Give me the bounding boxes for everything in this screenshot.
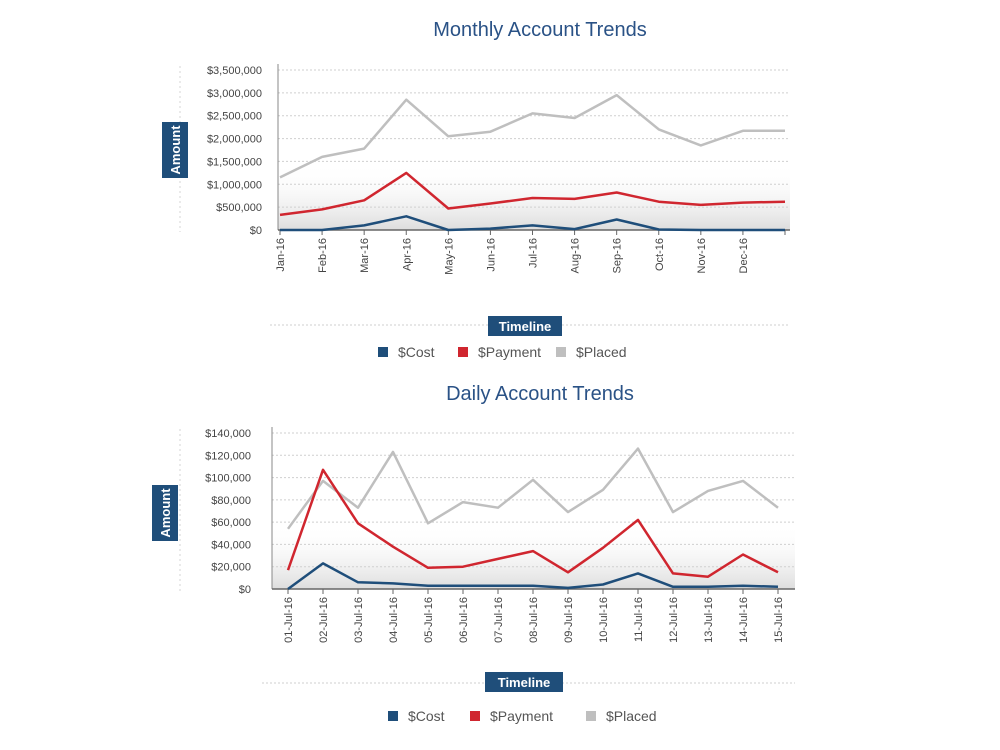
series-line-cost bbox=[287, 562, 779, 591]
x-tick-label: 14-Jul-16 bbox=[738, 597, 750, 643]
daily-trends-chart: Daily Account Trends $0 $20,000 $40,000 $60,… bbox=[152, 383, 795, 724]
y-tick-label: $3,500,000 bbox=[207, 65, 262, 77]
x-tick-label: Mar-16 bbox=[359, 238, 371, 273]
x-tick-label: 13-Jul-16 bbox=[703, 597, 715, 643]
legend-swatch bbox=[378, 347, 388, 357]
y-tick-label: $100,000 bbox=[205, 473, 251, 485]
chart-title: Monthly Account Trends bbox=[433, 19, 646, 41]
y-axis-label-badge bbox=[152, 485, 178, 541]
y-tick-label: $60,000 bbox=[211, 517, 251, 529]
plot-shade bbox=[272, 523, 795, 589]
x-tick-label: 04-Jul-16 bbox=[388, 597, 400, 643]
x-tick-label: 07-Jul-16 bbox=[493, 597, 505, 643]
y-axis-label-badge bbox=[162, 122, 188, 178]
x-tick-label: Sep-16 bbox=[612, 238, 624, 273]
y-tick-label: $2,000,000 bbox=[207, 134, 262, 146]
x-axis-label: Timeline bbox=[499, 319, 552, 334]
legend-label: $Cost bbox=[408, 708, 445, 724]
y-tick-label: $1,000,000 bbox=[207, 179, 262, 191]
y-tick-label: $3,000,000 bbox=[207, 88, 262, 100]
series-line-placed bbox=[279, 93, 785, 179]
x-axis-label-badge bbox=[488, 316, 562, 336]
legend-swatch bbox=[586, 711, 596, 721]
x-tick-label: 01-Jul-16 bbox=[283, 597, 295, 643]
y-tick-label: $20,000 bbox=[211, 562, 251, 574]
x-tick-label: 11-Jul-16 bbox=[633, 597, 645, 642]
x-tick-label: Jul-16 bbox=[528, 238, 540, 268]
series-line-cost bbox=[280, 215, 785, 232]
series-line-payment bbox=[279, 171, 786, 217]
y-tick-label: $0 bbox=[250, 225, 262, 237]
legend-label: $Payment bbox=[490, 708, 553, 724]
x-tick-label: Nov-16 bbox=[696, 238, 708, 273]
legend-swatch bbox=[556, 347, 566, 357]
y-tick-label: $120,000 bbox=[205, 450, 251, 462]
y-tick-label: $2,500,000 bbox=[207, 111, 262, 123]
legend-swatch bbox=[470, 711, 480, 721]
x-tick-label: 12-Jul-16 bbox=[668, 597, 680, 643]
legend-label: $Payment bbox=[478, 344, 541, 360]
y-tick-label: $1,500,000 bbox=[207, 156, 262, 168]
x-tick-label: Dec-16 bbox=[738, 238, 750, 273]
y-axis-label: Amount bbox=[158, 488, 173, 538]
legend-label: $Placed bbox=[606, 708, 657, 724]
x-axis-label-badge bbox=[485, 672, 563, 692]
series-line-placed bbox=[286, 447, 779, 530]
legend-swatch bbox=[388, 711, 398, 721]
x-tick-label: Apr-16 bbox=[401, 238, 413, 271]
y-tick-label: $140,000 bbox=[205, 428, 251, 440]
y-axis-label: Amount bbox=[168, 125, 183, 175]
chart-title: Daily Account Trends bbox=[446, 383, 634, 405]
monthly-trends-chart: Monthly Account Trends $0 $500,000 $1,000,0… bbox=[162, 19, 790, 360]
x-tick-label: Aug-16 bbox=[570, 238, 582, 273]
y-tick-label: $0 bbox=[239, 584, 251, 596]
x-axis-label: Timeline bbox=[498, 675, 551, 690]
x-tick-label: 10-Jul-16 bbox=[598, 597, 610, 643]
x-tick-label: Oct-16 bbox=[654, 238, 666, 271]
legend-label: $Placed bbox=[576, 344, 627, 360]
x-tick-label: 09-Jul-16 bbox=[563, 597, 575, 643]
x-tick-label: 03-Jul-16 bbox=[353, 597, 365, 643]
y-tick-label: $40,000 bbox=[211, 539, 251, 551]
x-tick-label: 06-Jul-16 bbox=[458, 597, 470, 643]
x-tick-label: Jun-16 bbox=[485, 238, 497, 272]
x-tick-label: 02-Jul-16 bbox=[318, 597, 330, 643]
y-tick-label: $80,000 bbox=[211, 495, 251, 507]
x-tick-label: Jan-16 bbox=[275, 238, 287, 272]
legend-swatch bbox=[458, 347, 468, 357]
x-tick-label: Feb-16 bbox=[317, 238, 329, 273]
x-tick-label: May-16 bbox=[443, 238, 455, 275]
series-line-payment bbox=[286, 468, 779, 578]
y-tick-label: $500,000 bbox=[216, 202, 262, 214]
legend-label: $Cost bbox=[398, 344, 435, 360]
x-tick-label: 15-Jul-16 bbox=[773, 597, 785, 643]
x-tick-label: 08-Jul-16 bbox=[528, 597, 540, 643]
plot-shade bbox=[278, 162, 790, 230]
x-tick-label: 05-Jul-16 bbox=[423, 597, 435, 643]
